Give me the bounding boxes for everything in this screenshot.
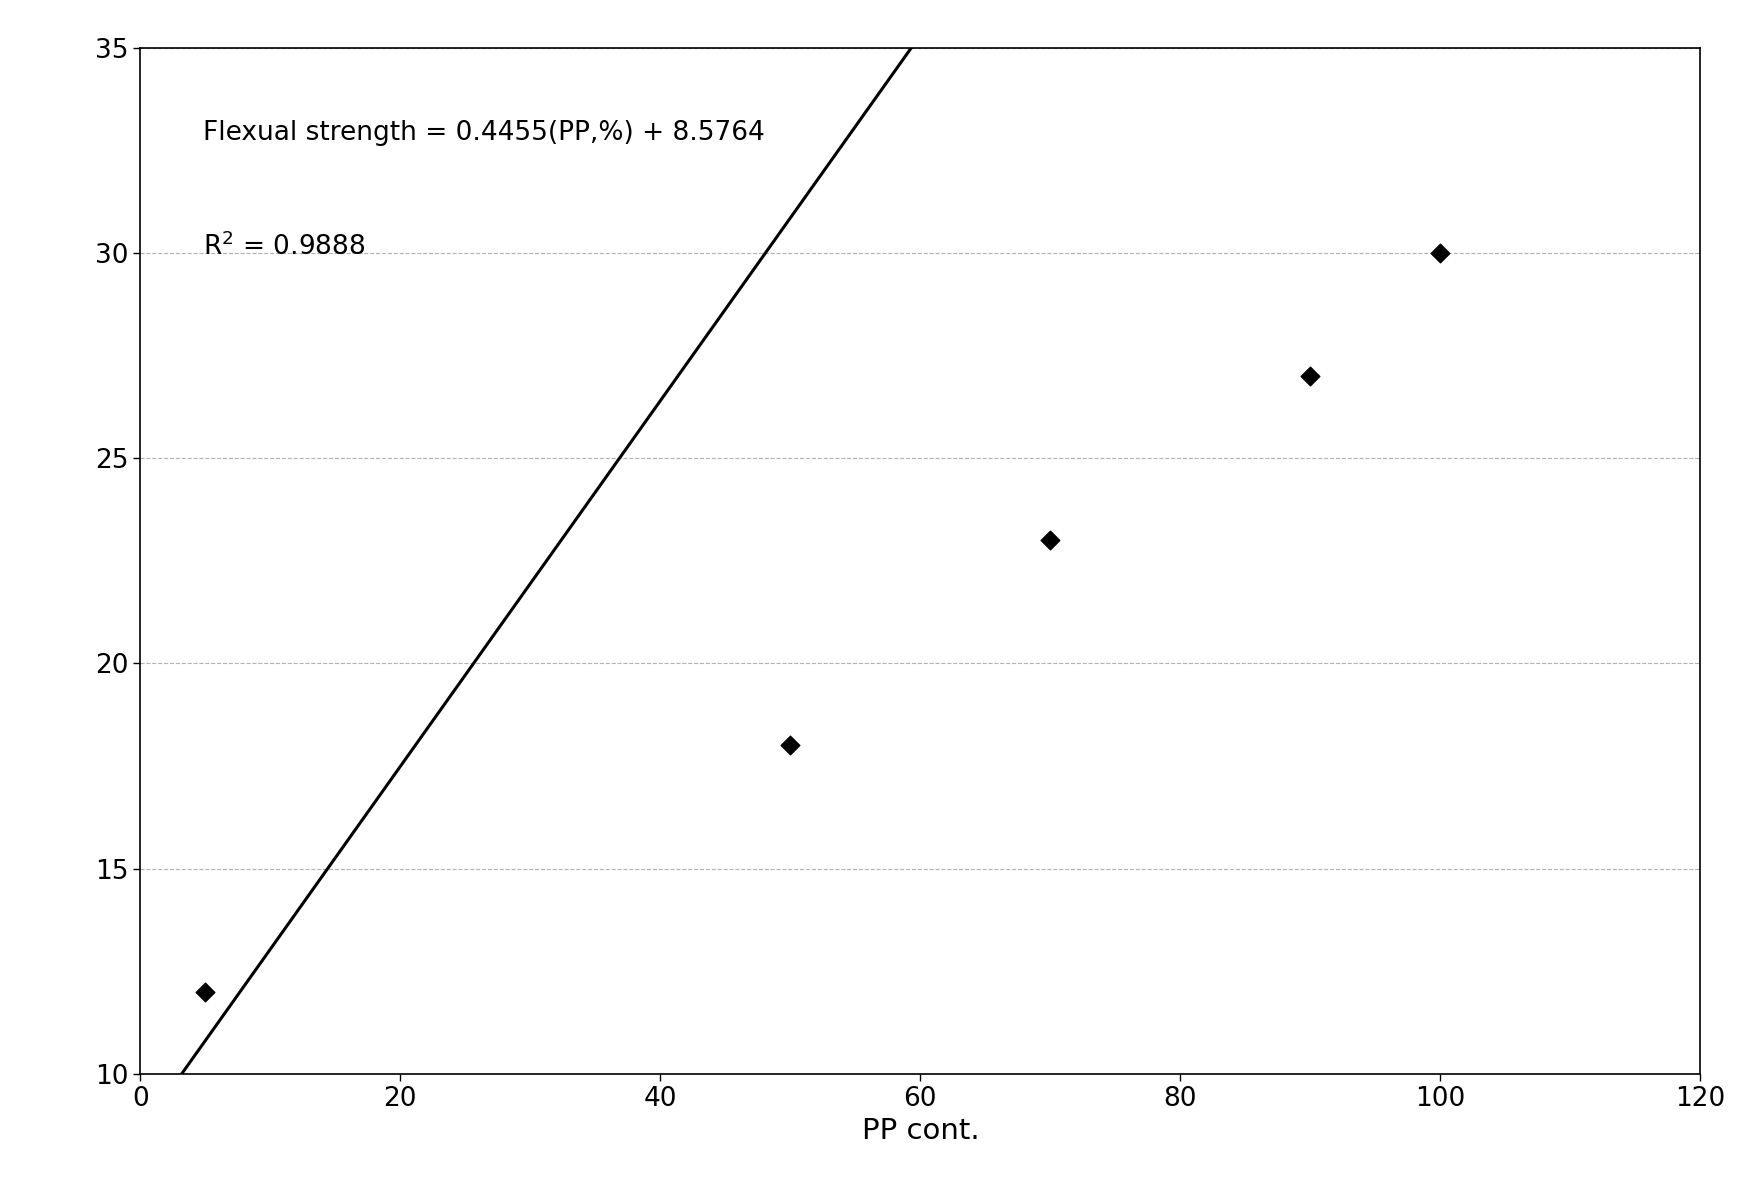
Point bbox=[1427, 243, 1455, 262]
Text: R$^2$ = 0.9888: R$^2$ = 0.9888 bbox=[203, 233, 365, 261]
Point bbox=[1036, 531, 1064, 550]
Point bbox=[1295, 366, 1324, 385]
X-axis label: PP cont.: PP cont. bbox=[861, 1117, 980, 1145]
Text: Flexual strength = 0.4455(PP,%) + 8.5764: Flexual strength = 0.4455(PP,%) + 8.5764 bbox=[203, 119, 764, 146]
Point bbox=[777, 736, 805, 755]
Point bbox=[191, 982, 219, 1001]
